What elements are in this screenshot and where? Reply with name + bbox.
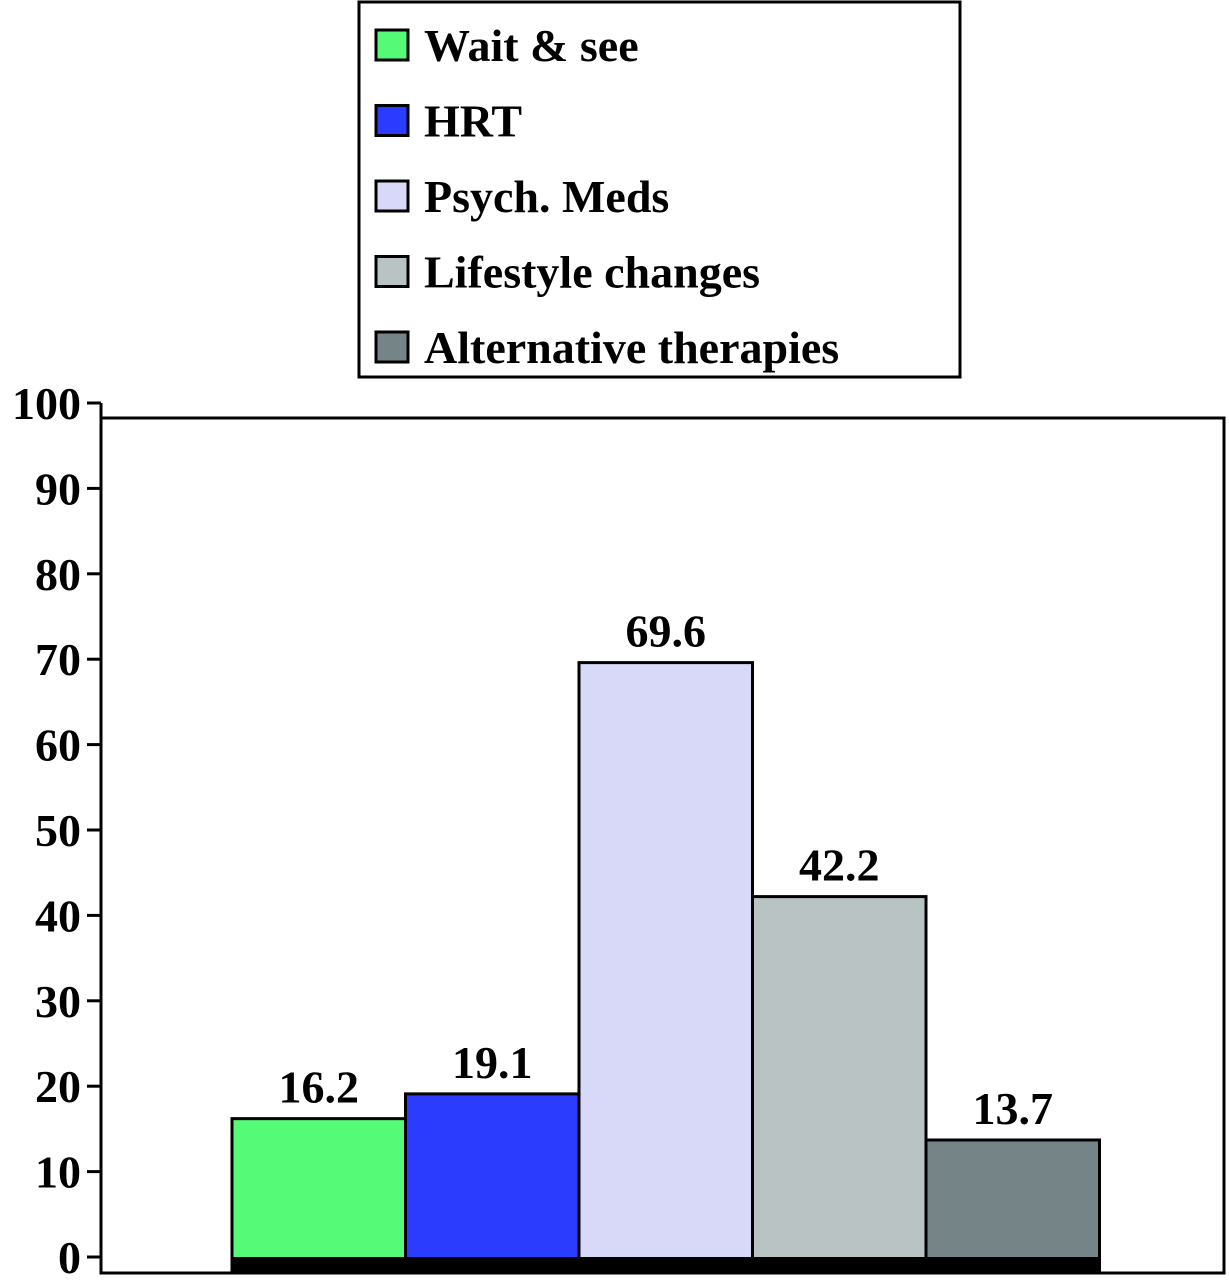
y-tick-label: 100 bbox=[12, 378, 81, 429]
bar-3 bbox=[751, 895, 928, 1275]
value-label-3: 42.2 bbox=[799, 840, 880, 891]
legend-label-4: Alternative therapies bbox=[424, 322, 839, 373]
y-tick-label: 0 bbox=[58, 1232, 81, 1280]
legend-label-2: Psych. Meds bbox=[424, 171, 669, 222]
y-tick-label: 10 bbox=[35, 1147, 81, 1198]
y-tick-label: 90 bbox=[35, 463, 81, 514]
legend-box bbox=[357, 0, 962, 379]
legend-swatch-2 bbox=[374, 179, 410, 213]
y-tick-label: 60 bbox=[35, 720, 81, 771]
value-label-1: 19.1 bbox=[452, 1037, 533, 1088]
legend-label-0: Wait & see bbox=[424, 20, 639, 71]
y-tick-label: 70 bbox=[35, 634, 81, 685]
bar-0 bbox=[230, 1117, 407, 1275]
value-label-0: 16.2 bbox=[279, 1062, 360, 1113]
bar-floor-4 bbox=[926, 1257, 1100, 1273]
legend-label-1: HRT bbox=[424, 96, 522, 147]
value-label-4: 13.7 bbox=[973, 1083, 1054, 1134]
y-tick-label: 30 bbox=[35, 976, 81, 1027]
legend-swatch-1 bbox=[374, 104, 410, 137]
bar-floor-1 bbox=[405, 1257, 579, 1273]
legend-swatch-0 bbox=[374, 28, 410, 62]
y-tick-label: 20 bbox=[35, 1061, 81, 1112]
y-tick-label: 80 bbox=[35, 549, 81, 600]
y-tick-label: 40 bbox=[35, 890, 81, 941]
legend-swatch-4 bbox=[374, 330, 410, 364]
bar-floor-0 bbox=[232, 1257, 406, 1273]
value-label-2: 69.6 bbox=[626, 606, 707, 657]
bar-floor-3 bbox=[752, 1257, 926, 1273]
legend-swatch-3 bbox=[374, 255, 410, 288]
bar-1 bbox=[404, 1092, 581, 1275]
bar-floor-2 bbox=[579, 1257, 753, 1273]
legend-label-3: Lifestyle changes bbox=[424, 247, 760, 298]
bar-4 bbox=[924, 1138, 1101, 1275]
bar-2 bbox=[577, 661, 754, 1275]
y-tick-label: 50 bbox=[35, 805, 81, 856]
